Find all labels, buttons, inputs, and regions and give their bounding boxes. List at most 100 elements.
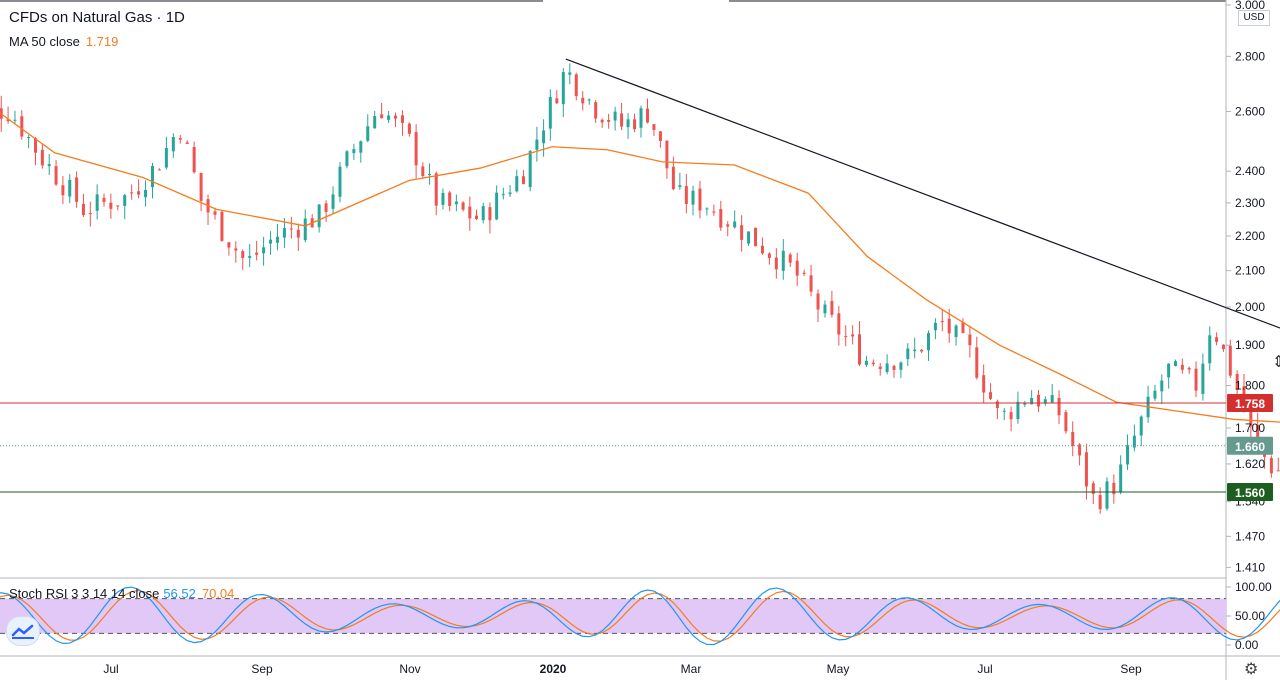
candle-body: [671, 166, 675, 190]
time-tick-label: Jul: [103, 662, 118, 676]
candle-body: [858, 334, 862, 365]
candle-body: [954, 325, 958, 338]
stoch-d-value: 70.04: [201, 586, 235, 601]
price-tick-label: 2.400: [1235, 164, 1265, 178]
candle-body: [712, 211, 716, 213]
candle-body: [1036, 394, 1040, 407]
candle-body: [968, 334, 972, 346]
candle-body: [933, 322, 937, 331]
candle-body: [303, 218, 307, 241]
candle-body: [164, 148, 168, 168]
candle-body: [1256, 424, 1260, 445]
candle-body: [740, 225, 744, 240]
candle-body: [774, 257, 778, 270]
candle-body: [1139, 416, 1143, 436]
candle-body: [1201, 363, 1205, 394]
stoch-band-fill: [0, 598, 1226, 634]
candle-body: [645, 108, 649, 123]
candle-body: [1105, 481, 1109, 509]
candle-body: [600, 119, 604, 123]
candle-body: [34, 138, 38, 153]
time-tick-label: May: [827, 662, 850, 676]
candle-body: [199, 172, 203, 201]
candle-body: [352, 149, 356, 154]
candle-body: [387, 115, 391, 120]
candle-body: [733, 221, 737, 228]
candle-body: [109, 202, 113, 209]
candle-body: [331, 194, 335, 209]
price-tick-label: 1.470: [1235, 529, 1265, 543]
candle-body: [871, 362, 875, 365]
candle-body: [1167, 363, 1171, 378]
price-tick-label: 2.600: [1235, 105, 1265, 119]
candle-body: [719, 209, 723, 228]
candle-body: [781, 250, 785, 271]
price-tick-label: 1.620: [1235, 457, 1265, 471]
candle-body: [1180, 364, 1184, 370]
candle-body: [726, 224, 730, 227]
candle-body: [414, 132, 418, 166]
candle-body: [878, 366, 882, 370]
candle-body: [1112, 482, 1116, 495]
gear-icon[interactable]: ⚙: [1244, 661, 1259, 678]
candle-body: [613, 111, 617, 121]
time-tick-label: Sep: [251, 662, 273, 676]
price-tick-label: 1.700: [1235, 421, 1265, 435]
ma-label: MA 50 close: [9, 34, 80, 49]
candle-body: [1119, 464, 1123, 493]
resistance-price-badge: [1227, 394, 1273, 413]
time-tick-label: Jul: [977, 662, 992, 676]
candle-body: [1249, 409, 1253, 427]
candle-body: [282, 228, 286, 238]
ma-value: 1.719: [85, 34, 119, 49]
candle-body: [345, 151, 349, 167]
candle-body: [678, 185, 682, 187]
candle-body: [40, 149, 44, 166]
candle-body: [1221, 344, 1225, 350]
price-tick-label: 2.800: [1235, 49, 1265, 63]
stoch-k-value: 56.52: [163, 586, 196, 601]
candle-body: [1030, 398, 1034, 405]
candle-body: [892, 365, 896, 370]
candle-body: [864, 360, 868, 365]
candle-body: [698, 188, 702, 211]
candle-body: [587, 99, 591, 101]
candle-body: [394, 115, 398, 119]
candle-body: [296, 229, 300, 238]
candle-body: [1084, 452, 1088, 487]
candle-body: [851, 334, 855, 337]
candle-body: [581, 97, 585, 104]
candle-body: [130, 192, 134, 194]
candle-body: [1009, 412, 1013, 420]
chart-title: CFDs on Natural Gas · 1D: [9, 9, 185, 26]
candle-body: [468, 206, 472, 219]
candle-body: [448, 192, 452, 206]
currency-label[interactable]: USD: [1238, 10, 1270, 26]
candle-body: [421, 166, 425, 176]
candle-body: [488, 207, 492, 221]
candle-body: [940, 321, 944, 323]
candle-body: [555, 98, 559, 104]
price-tick-label: 1.410: [1235, 560, 1265, 574]
candle-body: [1173, 361, 1177, 367]
tradingview-logo-icon: [6, 616, 40, 646]
candle-body: [501, 194, 505, 196]
candle-body: [27, 137, 31, 139]
resize-cursor-icon: ⇕: [1272, 354, 1280, 371]
candle-body: [899, 362, 903, 370]
candle-body: [652, 124, 656, 130]
candle-body: [461, 202, 465, 210]
ma-legend: MA 50 close 1.719: [9, 34, 118, 49]
candle-body: [6, 119, 10, 122]
candle-body: [561, 72, 565, 105]
candle-body: [515, 176, 519, 192]
candle-body: [521, 176, 525, 185]
candle-body: [1208, 335, 1212, 364]
candle-body: [1091, 483, 1095, 494]
candle-body: [13, 119, 17, 121]
candle-body: [975, 347, 979, 378]
ma-50-line: [0, 112, 1280, 423]
candle-body: [947, 318, 951, 334]
candle-body: [885, 363, 889, 373]
